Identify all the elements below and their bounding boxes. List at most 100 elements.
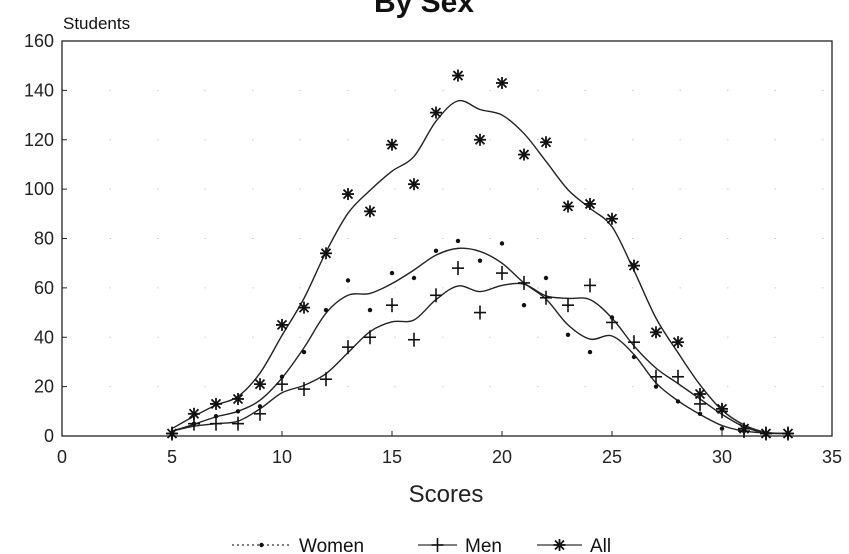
data-point-all <box>232 392 244 405</box>
data-point-all <box>782 427 794 440</box>
x-tick-label: 15 <box>382 447 402 467</box>
x-tick-label: 20 <box>492 447 512 467</box>
data-point-men <box>452 261 464 276</box>
legend-item-men: Men <box>418 536 502 554</box>
series-line-all <box>171 99 789 435</box>
data-point-women <box>411 275 417 281</box>
data-point-men <box>584 278 596 293</box>
data-point-all <box>276 318 288 331</box>
data-point-men <box>628 335 640 350</box>
data-point-all <box>386 138 398 151</box>
x-tick-label: 25 <box>602 447 622 467</box>
data-point-women <box>697 411 703 416</box>
data-point-all <box>210 397 222 410</box>
data-point-all <box>320 247 332 260</box>
data-point-all <box>738 422 750 435</box>
data-point-all <box>540 136 552 149</box>
data-point-all <box>474 133 486 146</box>
data-point-men <box>276 377 288 392</box>
x-tick-label: 0 <box>57 447 67 467</box>
x-tick-label: 10 <box>272 447 292 467</box>
data-point-all <box>166 427 178 440</box>
data-point-men <box>562 298 574 313</box>
legend: Women Men All <box>232 536 611 554</box>
data-point-women <box>279 374 285 379</box>
data-point-men <box>430 288 442 303</box>
data-point-all <box>518 148 530 161</box>
data-point-men <box>408 332 420 347</box>
data-point-women <box>477 258 483 263</box>
y-axis: 0 20 40 60 80 100 120 140 160 <box>24 31 67 446</box>
data-point-women <box>323 307 329 313</box>
data-point-all <box>430 106 442 119</box>
plot-frame <box>61 40 833 437</box>
legend-marker <box>259 542 264 548</box>
data-point-all <box>650 326 662 339</box>
y-tick-label: 140 <box>24 80 54 100</box>
y-tick-label: 40 <box>34 327 54 347</box>
data-point-men <box>254 406 266 421</box>
legend-item-all: All <box>537 536 611 554</box>
x-axis: 0 5 10 15 20 25 30 35 <box>57 431 842 467</box>
data-point-men <box>342 340 354 355</box>
data-point-women <box>587 349 593 355</box>
data-point-all <box>254 378 266 391</box>
data-point-women <box>675 399 681 404</box>
data-point-women <box>521 302 527 308</box>
legend-label: Men <box>465 536 502 554</box>
data-point-all <box>628 259 640 272</box>
data-point-all <box>606 212 618 225</box>
data-point-men <box>540 290 552 305</box>
data-point-all <box>342 188 354 201</box>
series-layer <box>166 69 794 441</box>
series-line-men <box>171 282 789 435</box>
data-point-women <box>345 278 351 283</box>
data-point-all <box>298 301 310 314</box>
data-point-men <box>650 369 662 384</box>
series-line-women <box>171 247 789 435</box>
data-point-women <box>543 275 549 281</box>
data-point-all <box>672 336 684 349</box>
y-axis-label: Students <box>63 14 130 33</box>
y-tick-label: 100 <box>24 179 54 199</box>
data-point-men <box>606 315 618 330</box>
data-point-all <box>408 178 420 191</box>
data-point-women <box>653 384 659 389</box>
data-point-all <box>496 76 508 89</box>
data-point-all <box>452 69 464 82</box>
data-point-men <box>298 382 310 397</box>
data-point-men <box>232 416 244 431</box>
x-axis-label: Scores <box>409 481 484 508</box>
gridlines <box>62 89 832 388</box>
data-point-women <box>433 248 439 254</box>
data-point-men <box>386 298 398 313</box>
data-point-men <box>518 275 530 290</box>
y-tick-label: 0 <box>44 426 54 446</box>
legend-label: Women <box>299 536 364 554</box>
data-point-men <box>474 305 486 320</box>
data-point-all <box>562 200 574 213</box>
data-point-all <box>188 407 200 420</box>
data-point-women <box>499 241 505 246</box>
data-point-women <box>235 409 241 414</box>
data-point-women <box>631 354 637 360</box>
data-point-men <box>210 416 222 431</box>
x-tick-label: 35 <box>822 447 842 467</box>
legend-item-women: Women <box>232 536 364 554</box>
data-point-all <box>584 197 596 210</box>
data-point-women <box>213 414 219 419</box>
data-point-women <box>719 426 725 431</box>
legend-marker <box>553 539 566 551</box>
legend-marker <box>431 538 444 552</box>
chart-title: By Sex <box>374 0 474 19</box>
y-tick-label: 80 <box>34 229 54 249</box>
data-point-all <box>716 402 728 415</box>
y-tick-label: 120 <box>24 130 54 150</box>
data-point-men <box>496 266 508 281</box>
data-point-men <box>320 372 332 387</box>
x-tick-label: 5 <box>167 447 177 467</box>
data-point-all <box>364 205 376 218</box>
y-tick-label: 160 <box>24 31 54 51</box>
data-point-all <box>694 388 706 401</box>
